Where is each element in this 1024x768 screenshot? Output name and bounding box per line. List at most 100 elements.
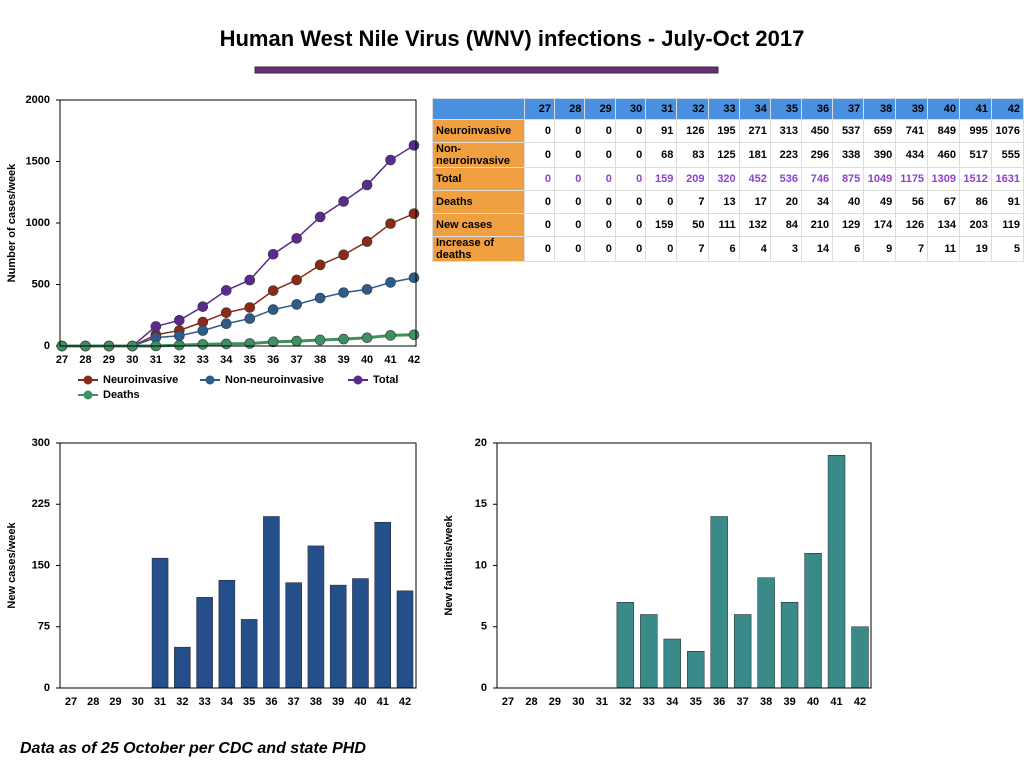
table-cell: 13: [707, 190, 740, 214]
week-header: 36: [800, 98, 834, 120]
y-axis-label: New cases/week: [6, 522, 18, 609]
table-cell: 0: [584, 190, 616, 214]
row-label: Total: [432, 167, 525, 191]
table-cell: 1076: [990, 119, 1024, 143]
table-cell: 746: [800, 167, 834, 191]
x-tick-label: 28: [525, 696, 537, 708]
x-tick-label: 33: [643, 696, 655, 708]
bar: [151, 557, 169, 689]
table-cell: 0: [554, 142, 586, 168]
point: [361, 332, 373, 344]
point: [314, 259, 326, 271]
x-tick-label: 41: [384, 354, 396, 366]
table-cell: 1309: [927, 167, 960, 191]
table-cell: 210: [800, 213, 834, 237]
week-header: 31: [645, 98, 678, 120]
x-tick-label: 37: [291, 354, 303, 366]
table-cell: 111: [707, 213, 740, 237]
y-tick-label: 500: [32, 278, 50, 290]
bar: [640, 614, 658, 689]
x-tick-label: 29: [103, 354, 115, 366]
legend-label: Deaths: [103, 389, 140, 401]
data-table: 27 28 29 30 31 32 33 34 35 36 37 38 39 40 41 42 Neuroinv…: [432, 98, 1024, 262]
y-tick-label: 150: [32, 559, 50, 571]
x-tick-label: 42: [399, 696, 411, 708]
table-cell: 126: [676, 119, 709, 143]
table-cell: 452: [738, 167, 771, 191]
x-tick-label: 37: [288, 696, 300, 708]
table-row: Increase of deaths 0 0 0 0 0 7 6 4 3 14 6 9 7 11 19 5: [432, 236, 1024, 262]
x-tick-label: 34: [221, 696, 234, 708]
table-cell: 0: [584, 167, 616, 191]
table-cell: 0: [523, 142, 556, 168]
bar: [374, 521, 391, 689]
table-cell: 56: [895, 190, 929, 214]
week-header: 27: [523, 98, 556, 120]
table-cell: 49: [863, 190, 897, 214]
series-line: [62, 276, 415, 347]
x-tick-label: 36: [713, 696, 725, 708]
table-cell: 450: [800, 119, 834, 143]
title-underline: [254, 66, 719, 74]
table-cell: 0: [523, 190, 556, 214]
table-cell: 40: [832, 190, 865, 214]
point: [174, 314, 185, 326]
point: [267, 248, 279, 260]
y-tick-label: 10: [475, 559, 487, 571]
table-cell: 181: [738, 142, 771, 168]
point: [314, 292, 326, 304]
table-cell: 203: [958, 213, 992, 237]
table-cell: 555: [990, 142, 1024, 168]
x-tick-label: 40: [361, 354, 373, 366]
table-cell: 50: [676, 213, 709, 237]
point: [174, 339, 185, 351]
table-cell: 0: [554, 236, 586, 262]
x-tick-label: 31: [596, 696, 608, 708]
table-cell: 4: [738, 236, 771, 262]
bar: [174, 646, 191, 689]
bar: [710, 516, 728, 689]
table-cell: 460: [927, 142, 960, 168]
x-tick-label: 32: [176, 696, 188, 708]
point: [291, 299, 302, 310]
table-cell: 0: [645, 236, 678, 262]
point: [361, 284, 373, 295]
x-tick-label: 27: [502, 696, 514, 708]
y-tick-label: 1500: [26, 155, 50, 167]
table-cell: 6: [707, 236, 740, 262]
point: [244, 338, 256, 349]
x-tick-label: 33: [197, 354, 209, 366]
table-cell: 0: [554, 119, 586, 143]
x-tick-label: 42: [408, 354, 420, 366]
point: [220, 318, 232, 330]
bar: [733, 614, 752, 689]
x-tick-label: 31: [154, 696, 166, 708]
x-tick-label: 35: [243, 696, 255, 708]
point: [197, 301, 209, 312]
x-tick-label: 30: [572, 696, 584, 708]
y-tick-label: 0: [44, 340, 50, 352]
table-row: New cases 0 0 0 0 159 50 111 132 84 210 129 174 126 13…: [432, 213, 1024, 237]
row-label: New cases: [432, 213, 525, 237]
table-cell: 1175: [895, 167, 929, 191]
plot-frame: [59, 99, 417, 347]
point: [338, 249, 349, 261]
x-tick-label: 35: [690, 696, 702, 708]
row-label: Non-neuroinvasive: [432, 142, 525, 168]
row-label: Deaths: [432, 190, 525, 214]
point: [314, 334, 326, 346]
table-cell: 0: [554, 167, 586, 191]
week-header: 40: [927, 98, 960, 120]
point: [385, 218, 396, 229]
table-cell: 0: [554, 213, 586, 237]
point: [291, 274, 302, 286]
table-cell: 86: [958, 190, 992, 214]
table-cell: 20: [769, 190, 802, 214]
table-cell: 338: [832, 142, 865, 168]
header-row: 27 28 29 30 31 32 33 34 35 36 37 38 39 40 41 42: [432, 98, 1024, 120]
x-tick-label: 39: [332, 696, 344, 708]
table-cell: 517: [958, 142, 992, 168]
table-cell: 537: [832, 119, 865, 143]
table-cell: 91: [645, 119, 678, 143]
